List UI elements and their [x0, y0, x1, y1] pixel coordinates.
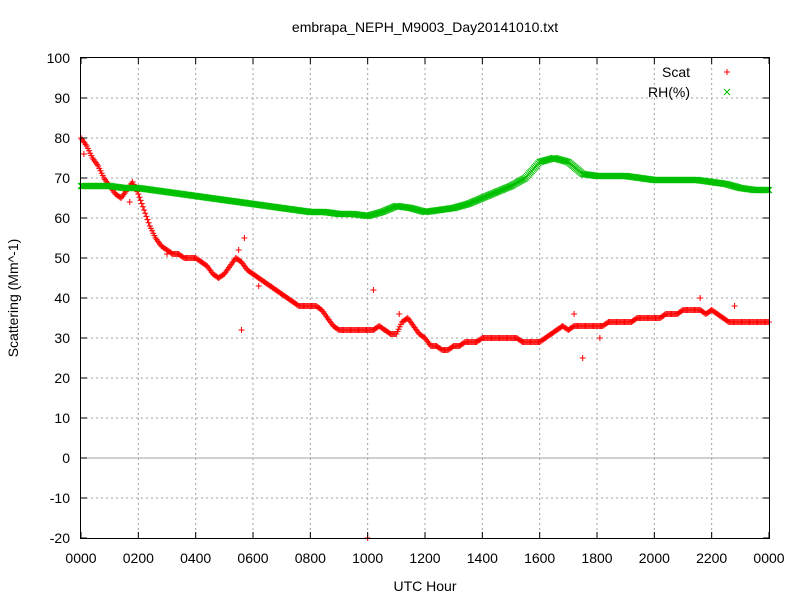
data-point-outlier: [164, 251, 170, 257]
series-markers: [77, 135, 773, 541]
data-point-outlier: [80, 151, 87, 157]
legend: Scat RH(%): [648, 64, 731, 100]
data-point-outlier: [255, 283, 262, 289]
data-point: [136, 194, 143, 201]
y-tick-label: 70: [54, 170, 70, 186]
x-tick-label: 0800: [295, 550, 326, 566]
y-tick-label: 90: [54, 90, 70, 106]
legend-label: RH(%): [648, 84, 690, 100]
y-tick-label: 50: [54, 250, 70, 266]
chart-title: embrapa_NEPH_M9003_Day20141010.txt: [292, 19, 558, 35]
x-tick-label: 0200: [123, 550, 154, 566]
data-point: [145, 219, 152, 226]
x-tick-label: 2000: [639, 550, 670, 566]
y-tick-label: 30: [54, 330, 70, 346]
y-tick-label: 0: [62, 450, 70, 466]
data-point-outlier: [731, 303, 738, 309]
x-axis-label: UTC Hour: [393, 578, 456, 594]
x-tick-label: 1600: [524, 550, 555, 566]
data-point: [141, 207, 148, 213]
x-tick-label: 1400: [467, 550, 498, 566]
legend-marker: [724, 69, 730, 75]
x-tick-label: 1200: [409, 550, 440, 566]
y-tick-label: -20: [50, 530, 70, 546]
y-tick-label: 20: [54, 370, 70, 386]
data-point-outlier: [370, 287, 377, 293]
data-point: [464, 200, 471, 208]
y-tick-label: 60: [54, 210, 70, 226]
series-plus-markers: [78, 135, 772, 541]
data-point-outlier: [571, 311, 578, 317]
y-tick-label: 100: [47, 50, 71, 66]
legend-label: Scat: [662, 64, 690, 80]
grid-lines: [81, 58, 769, 538]
plot-border: [80, 57, 770, 539]
axis-ticks: -20 -10 0 10 20 30 40 50 60 70 80 90 100 0000 0200 0400…: [47, 50, 785, 566]
data-point-outlier: [396, 311, 403, 317]
legend-marker: [723, 88, 731, 96]
x-tick-label: 0000: [753, 550, 784, 566]
x-tick-label: 1000: [352, 550, 383, 566]
data-point: [378, 208, 385, 216]
data-point-outlier: [579, 355, 586, 361]
y-tick-label: -10: [50, 490, 70, 506]
data-point-outlier: [238, 327, 245, 333]
data-point: [139, 203, 146, 210]
x-tick-label: 0000: [65, 550, 96, 566]
y-tick-label: 80: [54, 130, 70, 146]
x-tick-label: 2200: [696, 550, 727, 566]
data-point-outlier: [596, 335, 603, 341]
data-point: [138, 200, 145, 207]
data-point: [137, 197, 144, 204]
data-point-outlier: [126, 199, 133, 205]
x-tick-label: 0400: [180, 550, 211, 566]
data-point-outlier: [241, 235, 248, 241]
y-axis-label: Scattering (Mm^-1): [5, 239, 21, 358]
data-point: [763, 186, 771, 194]
x-tick-label: 0600: [237, 550, 268, 566]
data-point: [142, 210, 149, 217]
x-tick-label: 1800: [581, 550, 612, 566]
data-point: [562, 158, 570, 165]
data-point-outlier: [235, 247, 242, 253]
series-cross-markers: [77, 154, 773, 220]
data-point: [143, 213, 150, 220]
data-point: [135, 191, 142, 197]
data-point-outlier: [697, 295, 704, 301]
y-tick-label: 40: [54, 290, 70, 306]
y-tick-label: 10: [54, 410, 70, 426]
data-point: [144, 216, 151, 223]
